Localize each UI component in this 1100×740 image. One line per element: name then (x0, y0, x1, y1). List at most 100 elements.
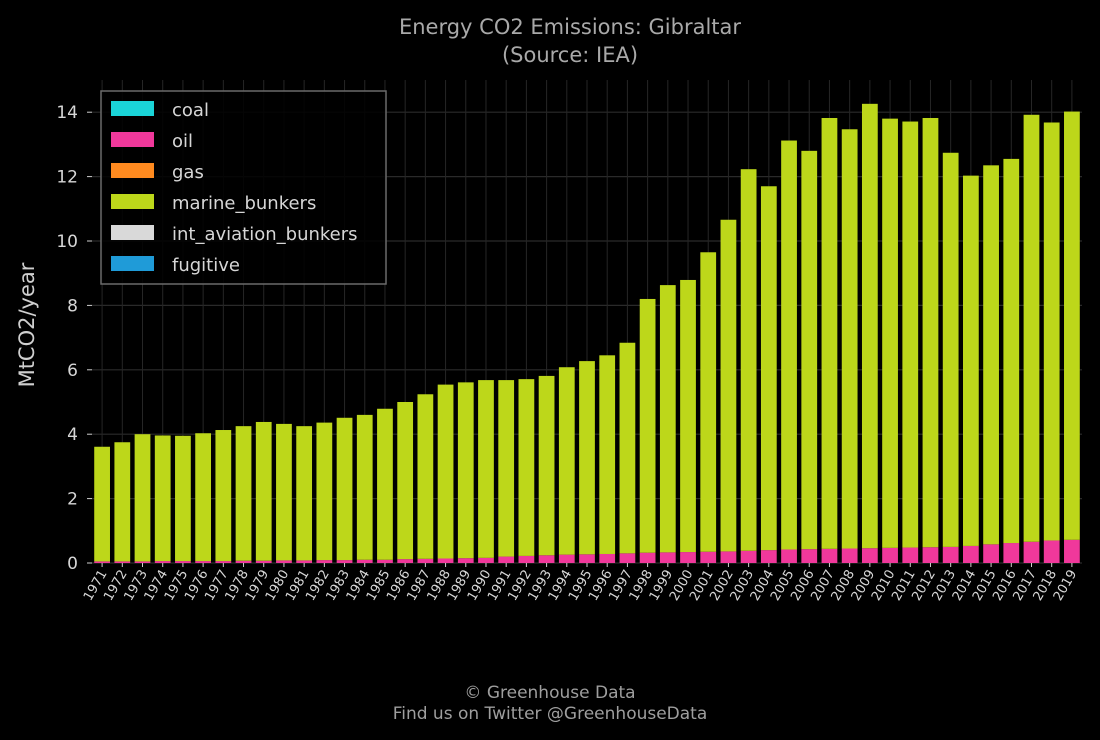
bar-oil-1984 (356, 559, 373, 563)
bar-marine_bunkers-2017 (1023, 114, 1040, 542)
bar-oil-1988 (437, 558, 454, 563)
legend-label-coal: coal (172, 100, 209, 121)
bar-oil-1973 (134, 561, 151, 563)
legend-swatch-gas (111, 163, 154, 178)
bar-marine_bunkers-1986 (397, 402, 414, 560)
bar-marine_bunkers-1998 (639, 298, 656, 553)
bar-oil-1980 (276, 560, 292, 563)
bar-oil-2012 (922, 547, 939, 563)
bar-oil-1979 (255, 560, 272, 563)
bars (94, 103, 1080, 563)
bar-oil-2008 (841, 548, 858, 563)
y-tick-label: 4 (67, 425, 78, 445)
bar-marine_bunkers-2006 (801, 150, 818, 550)
bar-marine_bunkers-1990 (478, 380, 494, 558)
bar-oil-2017 (1023, 541, 1040, 563)
bar-oil-2019 (1064, 539, 1080, 563)
bar-marine_bunkers-2007 (821, 117, 838, 549)
y-axis-ticks: 0 2 4 6 8 10 12 14 (56, 103, 92, 574)
bar-oil-1974 (154, 561, 171, 563)
bar-oil-2002 (720, 551, 737, 563)
y-tick-label: 0 (67, 554, 78, 574)
bar-marine_bunkers-2015 (983, 165, 999, 545)
bar-oil-1994 (558, 554, 575, 563)
bar-oil-1976 (195, 561, 212, 563)
bar-oil-1999 (659, 552, 676, 563)
legend-swatch-marine_bunkers (111, 194, 154, 209)
bar-oil-1989 (457, 558, 474, 563)
bar-marine_bunkers-2008 (841, 129, 858, 549)
bar-marine_bunkers-1971 (94, 446, 110, 562)
chart-title: Energy CO2 Emissions: Gibraltar (399, 15, 741, 39)
y-tick-label: 6 (67, 361, 78, 381)
bar-marine_bunkers-1984 (356, 414, 373, 560)
footer-twitter: Find us on Twitter @GreenhouseData (392, 704, 708, 724)
bar-marine_bunkers-2010 (882, 118, 898, 548)
bar-oil-1990 (478, 557, 494, 563)
bar-oil-2009 (861, 548, 878, 563)
bar-marine_bunkers-1978 (235, 426, 252, 561)
legend-label-marine_bunkers: marine_bunkers (172, 193, 316, 214)
bar-marine_bunkers-1982 (316, 422, 333, 561)
bar-marine_bunkers-1983 (336, 417, 353, 561)
legend-label-oil: oil (172, 131, 193, 152)
bar-oil-1997 (619, 553, 636, 563)
x-axis-ticks: 1971197219731974197519761977197819791980… (81, 563, 1080, 604)
bar-oil-1995 (579, 554, 595, 563)
bar-marine_bunkers-1977 (215, 430, 232, 562)
legend-label-gas: gas (172, 162, 204, 183)
bar-marine_bunkers-1994 (558, 367, 575, 555)
bar-marine_bunkers-2003 (740, 169, 757, 551)
bar-oil-2018 (1043, 540, 1060, 563)
bar-oil-1996 (599, 553, 616, 563)
bar-marine_bunkers-1995 (579, 361, 595, 555)
bar-oil-2003 (740, 550, 757, 563)
bar-oil-2011 (902, 547, 919, 563)
bar-marine_bunkers-1996 (599, 355, 616, 554)
bar-oil-1986 (397, 559, 414, 563)
bar-oil-1978 (235, 560, 252, 563)
bar-marine_bunkers-2005 (781, 140, 797, 550)
bar-oil-2015 (983, 544, 999, 563)
bar-oil-1992 (518, 555, 535, 563)
bar-oil-2014 (962, 545, 979, 563)
bar-marine_bunkers-2013 (942, 152, 959, 547)
y-tick-label: 14 (56, 103, 78, 123)
bar-marine_bunkers-1992 (518, 379, 535, 556)
bar-marine_bunkers-2002 (720, 219, 737, 552)
bar-marine_bunkers-1985 (377, 408, 393, 560)
bar-oil-2007 (821, 548, 838, 563)
bar-marine_bunkers-1987 (417, 394, 434, 559)
y-tick-label: 2 (67, 490, 78, 510)
legend-swatch-fugitive (111, 256, 154, 271)
legend-label-fugitive: fugitive (172, 255, 240, 276)
bar-marine_bunkers-1980 (276, 423, 292, 561)
bar-oil-1993 (538, 555, 555, 563)
y-tick-label: 12 (56, 168, 78, 188)
footer-copyright: © Greenhouse Data (464, 683, 636, 703)
bar-marine_bunkers-2018 (1043, 122, 1060, 541)
bar-marine_bunkers-1991 (498, 380, 515, 557)
legend-swatch-oil (111, 132, 154, 147)
bar-oil-2000 (680, 552, 696, 563)
bar-oil-1982 (316, 560, 333, 563)
y-axis-label: MtCO2/year (15, 262, 39, 387)
bar-marine_bunkers-1979 (255, 421, 272, 561)
chart-subtitle: (Source: IEA) (502, 43, 638, 67)
bar-marine_bunkers-1973 (134, 434, 151, 562)
bar-oil-1972 (114, 561, 131, 563)
y-tick-label: 10 (56, 232, 78, 252)
bar-oil-2005 (781, 549, 797, 563)
bar-oil-1998 (639, 552, 656, 563)
bar-marine_bunkers-2000 (680, 279, 696, 553)
y-tick-label: 8 (67, 296, 78, 316)
bar-marine_bunkers-1989 (457, 382, 474, 559)
bar-marine_bunkers-1999 (659, 285, 676, 553)
legend-frame (100, 90, 387, 285)
bar-marine_bunkers-1993 (538, 375, 555, 556)
bar-oil-1991 (498, 556, 515, 563)
bar-oil-2006 (801, 549, 818, 563)
bar-marine_bunkers-1974 (154, 435, 171, 562)
bar-marine_bunkers-2001 (700, 252, 717, 552)
bar-oil-2016 (1003, 543, 1020, 563)
